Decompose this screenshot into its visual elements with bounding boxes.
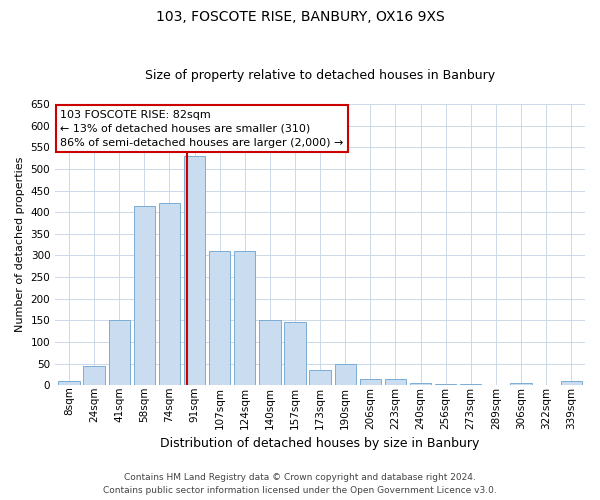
X-axis label: Distribution of detached houses by size in Banbury: Distribution of detached houses by size … (160, 437, 480, 450)
Y-axis label: Number of detached properties: Number of detached properties (15, 157, 25, 332)
Bar (284, 322, 305, 385)
Title: Size of property relative to detached houses in Banbury: Size of property relative to detached ho… (145, 69, 495, 82)
Bar (83, 366, 105, 385)
Text: Contains HM Land Registry data © Crown copyright and database right 2024.
Contai: Contains HM Land Registry data © Crown c… (103, 474, 497, 495)
Bar (134, 206, 155, 385)
Bar (310, 370, 331, 385)
Bar (510, 383, 532, 385)
Text: 103, FOSCOTE RISE, BANBURY, OX16 9XS: 103, FOSCOTE RISE, BANBURY, OX16 9XS (155, 10, 445, 24)
Bar (209, 251, 230, 385)
Bar (385, 378, 406, 385)
Bar (359, 378, 381, 385)
Bar (410, 383, 431, 385)
Bar (335, 364, 356, 385)
Bar (184, 156, 205, 385)
Bar (259, 320, 281, 385)
Bar (460, 384, 481, 385)
Text: 103 FOSCOTE RISE: 82sqm
← 13% of detached houses are smaller (310)
86% of semi-d: 103 FOSCOTE RISE: 82sqm ← 13% of detache… (61, 110, 344, 148)
Bar (435, 384, 457, 385)
Bar (58, 381, 80, 385)
Bar (560, 381, 582, 385)
Bar (234, 251, 256, 385)
Bar (159, 204, 180, 385)
Bar (109, 320, 130, 385)
